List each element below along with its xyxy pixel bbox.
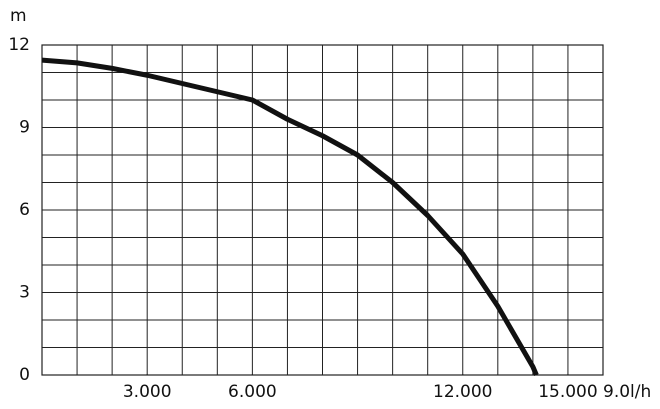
y-tick-label: 6 <box>19 200 30 220</box>
x-tick-label: 6.000 <box>228 382 277 402</box>
x-tick-label: 12.000 <box>433 382 492 402</box>
curve <box>41 57 539 376</box>
y-tick-label: 0 <box>19 365 30 385</box>
x-tick-label: 15.000 <box>538 382 597 402</box>
y-tick-label: 12 <box>8 35 30 55</box>
y-axis-label: m <box>10 6 27 26</box>
x-axis-label: 9.0l/h <box>603 382 651 402</box>
y-tick-label: 3 <box>19 283 30 303</box>
y-tick-label: 9 <box>19 118 30 138</box>
x-tick-label: 3.000 <box>123 382 172 402</box>
